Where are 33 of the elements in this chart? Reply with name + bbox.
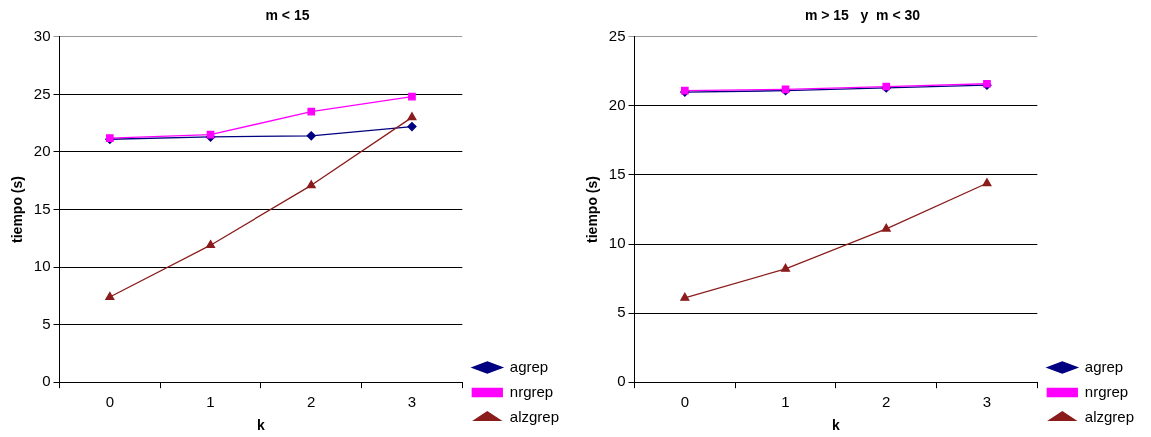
y-tick-label: 25 [33, 84, 51, 102]
legend-label: alzgrep [509, 407, 560, 425]
y-tick-label: 10 [608, 234, 626, 252]
y-tick-label: 5 [42, 314, 51, 332]
y-tick-label: 5 [617, 303, 626, 321]
y-tick-label: 0 [617, 372, 626, 390]
x-axis-title: k [832, 417, 840, 434]
chart-title: m < 15 [265, 7, 310, 24]
y-tick-label: 15 [33, 199, 51, 217]
y-axis-title: tiempo (s) [584, 176, 601, 243]
chart-title: m > 15 y m < 30 [804, 7, 921, 24]
y-tick-label: 30 [33, 26, 51, 44]
y-tick-label: 20 [608, 96, 626, 114]
x-tick-label: 0 [105, 393, 115, 411]
legend-label: nrgrep [509, 382, 554, 400]
y-tick-label: 20 [33, 142, 51, 160]
legend-label: agrep [1084, 357, 1124, 375]
legend-label: agrep [509, 357, 549, 375]
x-tick-label: 1 [206, 393, 215, 411]
x-tick-label: 3 [982, 393, 992, 411]
x-tick-label: 2 [882, 393, 891, 411]
x-tick-label: 1 [781, 393, 790, 411]
y-tick-label: 25 [608, 26, 626, 44]
y-tick-label: 10 [33, 257, 51, 275]
y-tick-label: 15 [608, 165, 626, 183]
legend-label: nrgrep [1084, 382, 1129, 400]
x-tick-label: 2 [307, 393, 316, 411]
legend-label: alzgrep [1084, 407, 1135, 425]
x-tick-label: 0 [680, 393, 690, 411]
y-axis-title: tiempo (s) [9, 176, 26, 243]
y-tick-label: 0 [42, 372, 51, 390]
x-axis-title: k [257, 417, 265, 434]
x-tick-label: 3 [407, 393, 417, 411]
